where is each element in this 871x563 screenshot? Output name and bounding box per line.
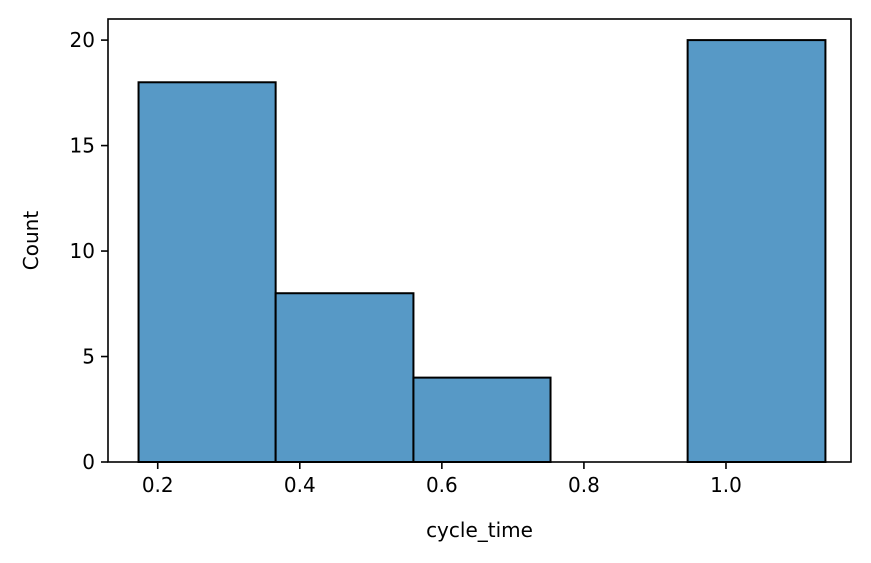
bars-group bbox=[137, 39, 827, 464]
histogram-bar bbox=[686, 39, 827, 463]
y-tick-label: 15 bbox=[70, 134, 95, 158]
y-tick-label: 10 bbox=[70, 239, 95, 263]
y-axis-label: Count bbox=[19, 211, 43, 271]
x-tick-label: 0.4 bbox=[284, 473, 316, 497]
x-axis-ticks: 0.2 0.4 0.6 0.8 1.0 bbox=[142, 462, 742, 497]
y-axis-ticks: 0 5 10 15 20 bbox=[70, 28, 108, 474]
y-tick-label: 5 bbox=[82, 345, 95, 369]
x-axis-label: cycle_time bbox=[426, 518, 533, 542]
y-tick-label: 20 bbox=[70, 28, 95, 52]
x-tick-label: 1.0 bbox=[710, 473, 742, 497]
histogram-bar bbox=[412, 376, 552, 463]
histogram-bar bbox=[137, 81, 277, 464]
histogram-bar bbox=[274, 292, 415, 463]
x-tick-label: 0.2 bbox=[142, 473, 174, 497]
y-tick-label: 0 bbox=[82, 450, 95, 474]
axes-frame bbox=[107, 18, 852, 463]
x-tick-label: 0.6 bbox=[426, 473, 458, 497]
x-tick-label: 0.8 bbox=[568, 473, 600, 497]
